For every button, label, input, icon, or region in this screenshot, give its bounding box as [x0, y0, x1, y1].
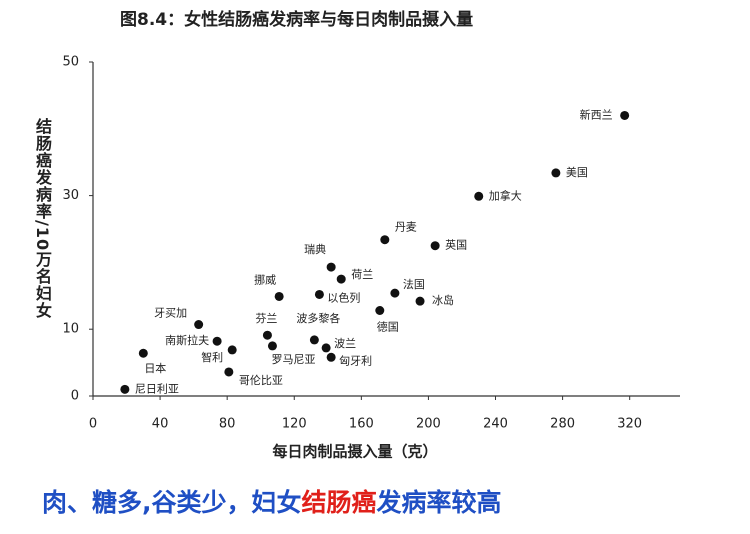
- point-label: 加拿大: [489, 188, 522, 202]
- point-label: 牙买加: [154, 307, 187, 320]
- x-tick-label: 280: [550, 417, 575, 432]
- chart-title: 图8.4：女性结肠癌发病率与每日肉制品摄入量: [120, 9, 473, 30]
- point: [224, 367, 234, 377]
- point: [267, 341, 277, 351]
- x-tick-label: 120: [282, 417, 307, 432]
- point: [274, 291, 284, 301]
- point-label: 波多黎各: [296, 311, 340, 325]
- point-label: 美国: [566, 166, 588, 179]
- caption-part: 发病率较高: [376, 488, 502, 517]
- x-axis-label: 每日肉制品摄入量（克）: [272, 443, 437, 461]
- point: [551, 168, 561, 178]
- point: [390, 288, 400, 298]
- x-tick-label: 200: [416, 417, 441, 432]
- point-label: 英国: [445, 238, 467, 252]
- x-tick-label: 0: [89, 417, 97, 432]
- point-label: 尼日利亚: [135, 382, 179, 395]
- point: [380, 235, 390, 245]
- point-label: 瑞典: [304, 242, 326, 256]
- point: [262, 330, 272, 340]
- caption-part: 肉、糖多,谷类少，妇女: [42, 488, 302, 517]
- x-tick-label: 320: [617, 417, 642, 432]
- y-tick-label: 30: [62, 188, 79, 203]
- point: [326, 262, 336, 272]
- y-tick-label: 50: [62, 55, 79, 70]
- point-label: 挪威: [254, 272, 276, 286]
- point-label: 冰岛: [432, 293, 454, 307]
- point: [314, 289, 324, 299]
- x-tick-label: 80: [219, 417, 236, 432]
- point: [227, 345, 237, 355]
- point-label: 日本: [144, 361, 166, 375]
- point: [326, 352, 336, 362]
- x-tick-label: 160: [349, 417, 374, 432]
- point: [415, 296, 425, 306]
- y-axis-label: 结肠癌发病率/10万名妇女: [33, 118, 52, 320]
- point-label: 罗马尼亚: [271, 353, 315, 366]
- point-label: 新西兰: [580, 107, 613, 121]
- point: [309, 335, 319, 345]
- caption-part: 结肠癌: [301, 488, 377, 517]
- point-label: 以色列: [327, 290, 360, 304]
- point-label: 荷兰: [351, 268, 373, 281]
- point-label: 波兰: [334, 337, 356, 350]
- point: [120, 384, 130, 394]
- point: [336, 274, 346, 284]
- point: [430, 241, 440, 251]
- x-tick-label: 40: [152, 417, 169, 432]
- point: [620, 110, 630, 120]
- point-label: 南斯拉夫: [165, 333, 209, 347]
- point-label: 法国: [403, 277, 425, 291]
- y-tick-label: 10: [62, 322, 79, 337]
- point-label: 哥伦比亚: [239, 373, 283, 387]
- y-tick-label: 0: [71, 389, 79, 404]
- point-label: 芬兰: [255, 312, 277, 325]
- point-label: 匈牙利: [339, 353, 372, 367]
- point-label: 智利: [201, 350, 223, 364]
- x-tick-label: 240: [483, 417, 508, 432]
- point-label: 德国: [377, 319, 399, 333]
- point: [474, 191, 484, 201]
- point: [138, 348, 148, 358]
- caption: 肉、糖多,谷类少，妇女结肠癌发病率较高: [42, 483, 502, 519]
- point: [375, 305, 385, 315]
- point-label: 丹麦: [395, 221, 417, 234]
- point: [194, 320, 204, 330]
- chart: 图8.4：女性结肠癌发病率与每日肉制品摄入量 每日肉制品摄入量（克） 0 10 30…: [62, 9, 680, 461]
- point: [321, 343, 331, 353]
- point: [212, 336, 222, 346]
